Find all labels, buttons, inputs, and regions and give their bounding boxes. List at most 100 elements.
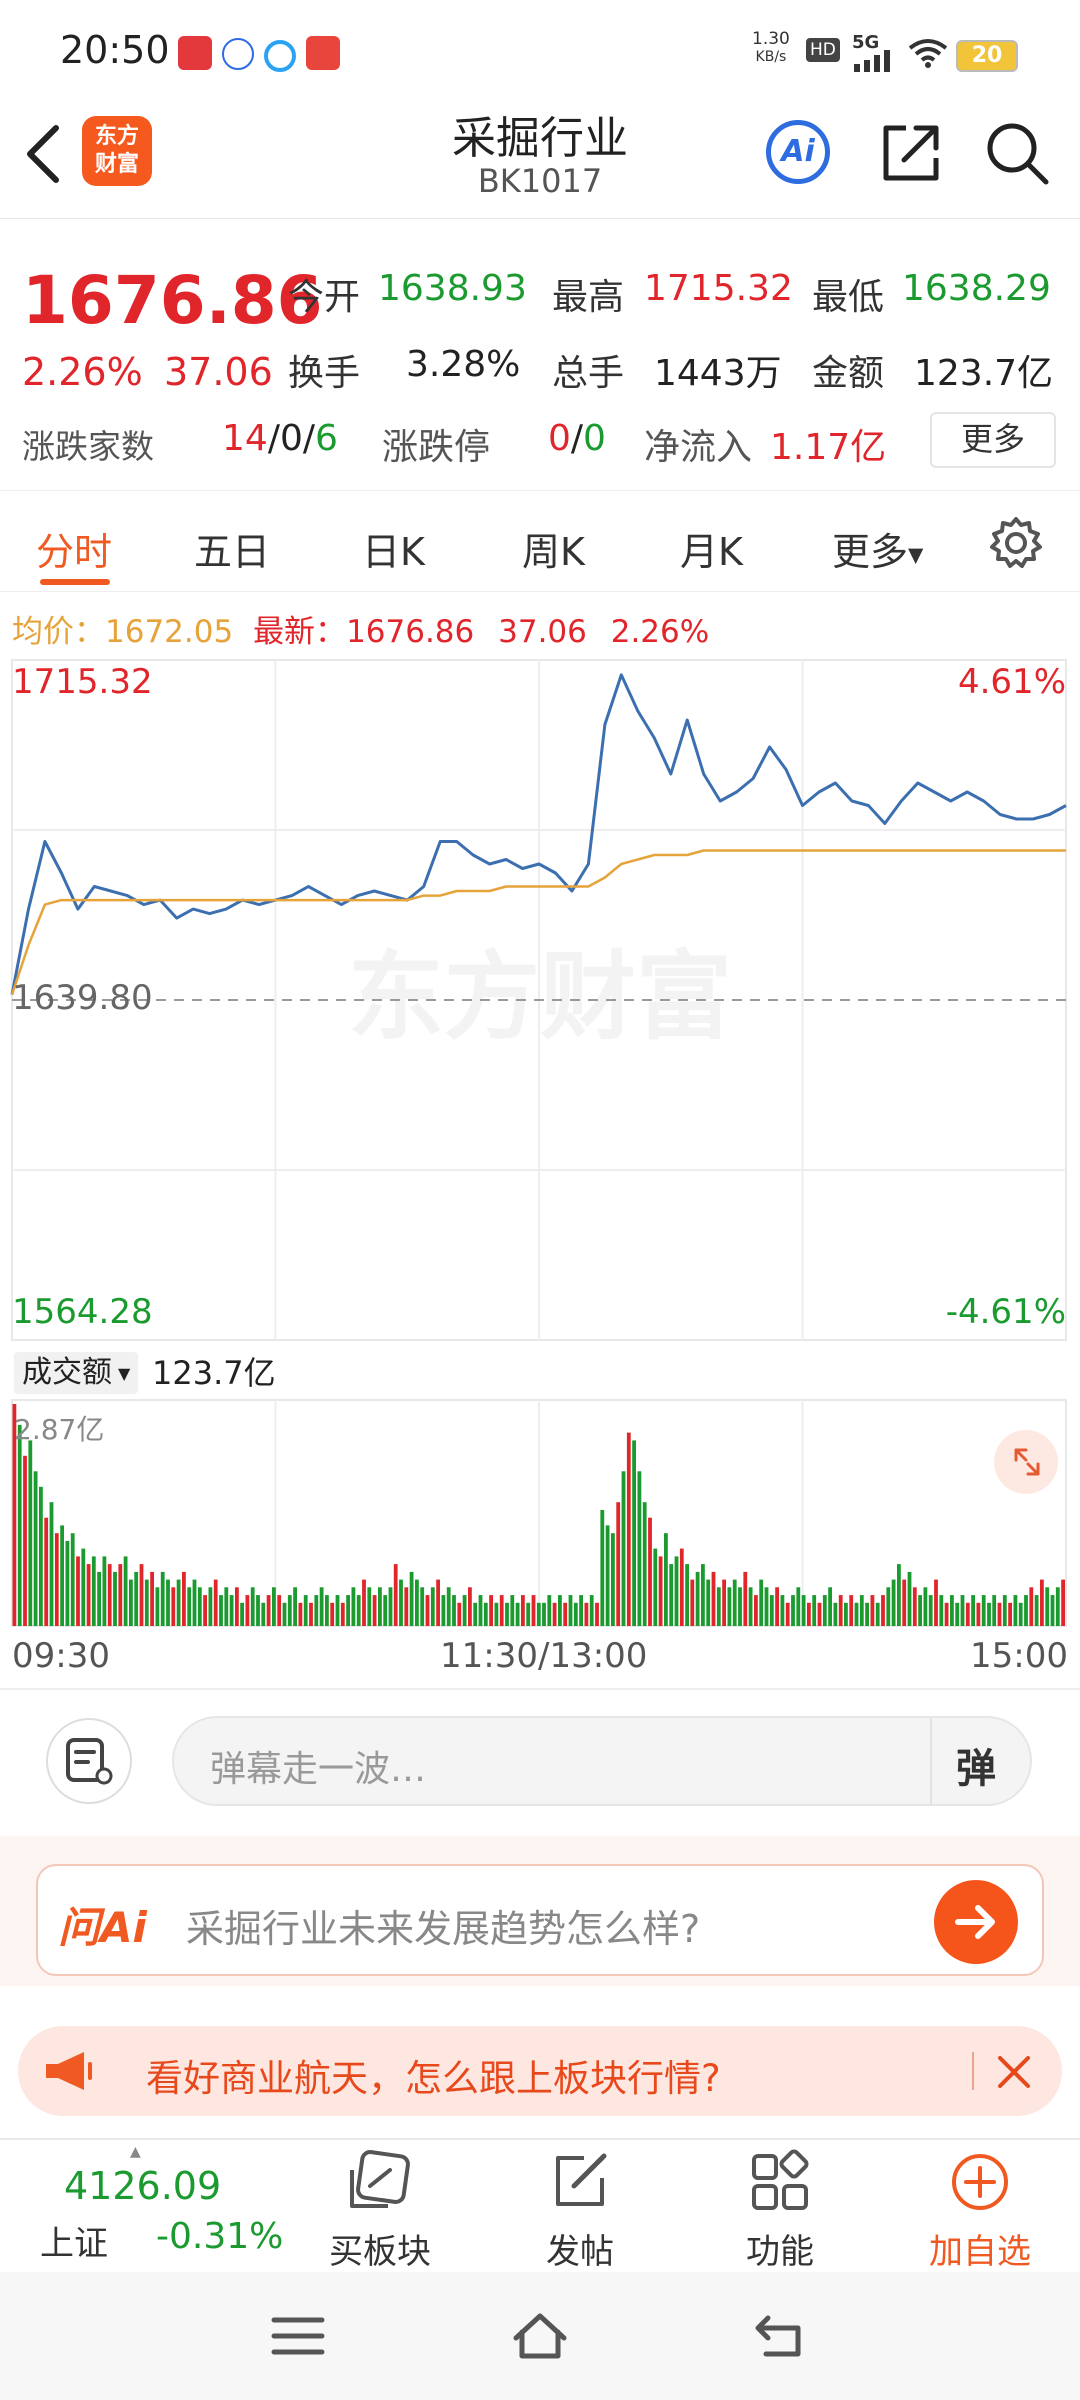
volume-bar — [738, 1587, 742, 1626]
volume-bar — [182, 1571, 186, 1626]
ai-ask-send-button[interactable] — [934, 1880, 1018, 1964]
volume-bar — [102, 1556, 107, 1626]
ai-assistant-button[interactable]: Ai — [766, 120, 830, 184]
tab-five-day[interactable]: 五日 — [194, 530, 271, 574]
ai-ask-card[interactable]: 问Ai 采掘行业未来发展趋势怎么样? — [36, 1864, 1044, 1976]
volume-bar — [769, 1595, 774, 1626]
volume-bar — [155, 1587, 160, 1626]
volume-bar — [44, 1517, 49, 1626]
volume-bar — [796, 1587, 801, 1626]
volume-value: 1443万 — [654, 353, 782, 394]
volume-bar — [70, 1533, 75, 1626]
browser-icon — [264, 40, 296, 72]
volume-bar — [579, 1595, 583, 1626]
close-icon[interactable] — [992, 2050, 1036, 2094]
volume-bar — [812, 1595, 817, 1626]
volume-bar — [134, 1571, 139, 1626]
volume-bar — [118, 1564, 123, 1626]
inflow-value: 1.17亿 — [770, 427, 887, 468]
volume-bar — [1034, 1595, 1039, 1626]
open-value: 1638.93 — [378, 268, 527, 309]
danmaku-input[interactable]: 弹幕走一波… 弹 — [172, 1716, 1032, 1806]
volume-bar — [632, 1440, 636, 1626]
volume-bar — [229, 1595, 234, 1626]
search-icon[interactable] — [984, 120, 1050, 186]
volume-bar — [849, 1595, 854, 1626]
volume-bar — [828, 1587, 832, 1626]
volume-bar — [891, 1579, 896, 1626]
volume-bar — [452, 1595, 456, 1626]
volume-max-label: 2.87亿 — [14, 1413, 105, 1446]
expand-button[interactable] — [994, 1430, 1058, 1494]
more-button[interactable]: 更多 — [930, 412, 1056, 468]
volume-bar — [621, 1471, 626, 1626]
volume-bar — [870, 1595, 875, 1626]
volume-bar — [325, 1595, 329, 1626]
volume-bar — [219, 1595, 223, 1626]
volume-bar — [356, 1595, 361, 1626]
volume-bar — [224, 1587, 229, 1626]
settings-gear-icon[interactable] — [988, 515, 1044, 571]
volume-bar — [505, 1602, 509, 1626]
danmaku-send-button[interactable]: 弹 — [956, 1746, 996, 1792]
volume-bar — [144, 1579, 149, 1626]
buy-sector-button[interactable]: 买板块 — [300, 2140, 460, 2272]
volume-bar — [367, 1587, 372, 1626]
volume-bar — [1013, 1595, 1018, 1626]
volume-selector[interactable]: 成交额 ▼ — [14, 1352, 139, 1394]
add-watchlist-button[interactable]: 加自选 — [900, 2140, 1060, 2272]
volume-bar — [393, 1564, 398, 1626]
amount-value: 123.7亿 — [914, 353, 1054, 394]
x-label-open: 09:30 — [12, 1636, 110, 1676]
volume-bar — [399, 1579, 403, 1626]
tab-weekly-k[interactable]: 周K — [522, 530, 585, 574]
x-label-close: 15:00 — [970, 1636, 1068, 1676]
low-label: 最低 — [812, 277, 885, 318]
volume-bar — [1024, 1595, 1028, 1626]
volume-bar — [303, 1595, 308, 1626]
volume-bar — [171, 1587, 176, 1626]
back-arrow-icon[interactable] — [22, 122, 62, 186]
promo-banner[interactable]: 看好商业航天，怎么跟上板块行情? — [18, 2026, 1062, 2116]
volume-bar — [748, 1587, 753, 1626]
volume-bar — [309, 1602, 313, 1626]
tab-intraday[interactable]: 分时 — [36, 530, 113, 574]
volume-bar — [1040, 1579, 1044, 1626]
volume-bar — [854, 1602, 859, 1626]
volume-bar — [430, 1587, 435, 1626]
intraday-chart[interactable]: 东方财富 1715.32 4.61% 1639.80 1564.28 -4.61… — [0, 652, 1080, 1348]
status-time: 20:50 — [60, 28, 170, 72]
news-app-icon — [178, 36, 212, 70]
menu-icon[interactable] — [270, 2314, 326, 2358]
tab-monthly-k[interactable]: 月K — [680, 530, 743, 574]
volume-bar — [478, 1595, 483, 1626]
volume-bar — [139, 1564, 144, 1626]
tab-more[interactable]: 更多▼ — [832, 530, 924, 574]
index-ticker[interactable]: 4126.09 上证 -0.31% — [20, 2140, 290, 2272]
post-button[interactable]: 发帖 — [500, 2140, 660, 2272]
tab-daily-k[interactable]: 日K — [362, 530, 425, 574]
function-button[interactable]: 功能 — [700, 2140, 860, 2272]
home-icon[interactable] — [510, 2310, 570, 2362]
back-icon[interactable] — [752, 2312, 808, 2360]
volume-bar — [33, 1471, 38, 1626]
volume-bar — [785, 1602, 790, 1626]
divider — [0, 2138, 1080, 2140]
index-value: 4126.09 — [64, 2164, 222, 2208]
volume-bar — [653, 1548, 658, 1626]
volume-bar — [330, 1602, 335, 1626]
volume-bar — [150, 1571, 154, 1626]
volume-bar — [987, 1602, 991, 1626]
volume-bar — [250, 1587, 255, 1626]
current-price: 1676.86 — [22, 262, 323, 339]
period-tabs: 分时 五日 日K 周K 月K 更多▼ — [0, 490, 1080, 592]
y-max-label: 1715.32 — [12, 662, 153, 702]
volume-bar — [552, 1602, 557, 1626]
volume-bar — [955, 1602, 960, 1626]
danmaku-toggle-button[interactable] — [46, 1718, 132, 1804]
volume-bar — [272, 1587, 276, 1626]
share-icon[interactable] — [880, 120, 944, 184]
volume-bar — [706, 1579, 711, 1626]
volume-bar — [1008, 1602, 1012, 1626]
promo-divider — [972, 2052, 974, 2090]
